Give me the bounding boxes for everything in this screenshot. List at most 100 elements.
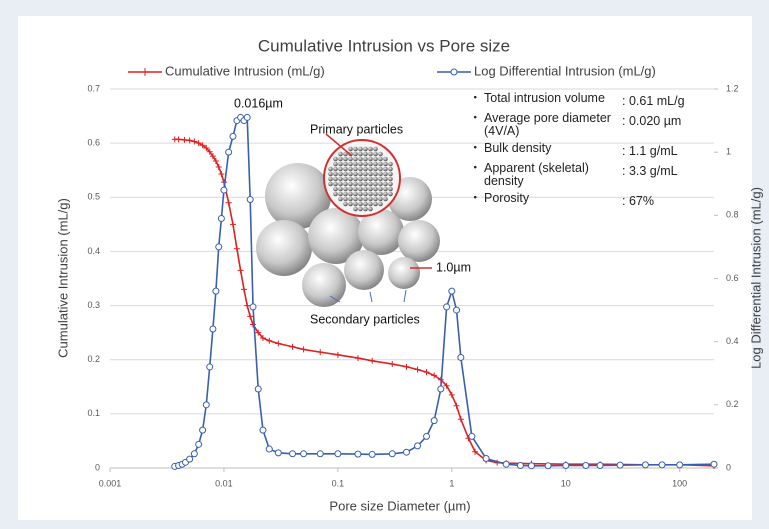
particle-dot <box>353 147 358 152</box>
y-axis-label: Cumulative Intrusion (mL/g) <box>55 198 70 358</box>
particle-dot <box>368 187 373 192</box>
particle-dot <box>388 162 393 167</box>
x-axis-label: Pore size Diameter (µm) <box>329 498 470 513</box>
particle-dot <box>368 152 373 157</box>
particle-dot <box>378 172 383 177</box>
particle-dot <box>388 177 393 182</box>
x-tick-label: 0.01 <box>215 478 233 488</box>
particle-dot <box>338 192 343 197</box>
data-point <box>266 446 272 452</box>
particle-dot <box>333 172 338 177</box>
particle-dot <box>368 182 373 187</box>
particle-dot <box>363 172 368 177</box>
data-point <box>196 441 202 447</box>
data-point <box>438 386 444 392</box>
data-point <box>200 427 206 433</box>
y2-tick-label: 0.6 <box>726 273 739 283</box>
particle-dot <box>353 167 358 172</box>
property-label: Total intrusion volume <box>472 92 622 108</box>
data-point <box>711 461 717 467</box>
peak-annotation: 1.0µm <box>436 260 471 274</box>
particle-dot <box>353 202 358 207</box>
particle-dot <box>383 177 388 182</box>
particle-dot <box>358 162 363 167</box>
particle-dot <box>328 182 333 187</box>
particle-dot <box>373 152 378 157</box>
data-point <box>415 443 421 449</box>
particle-dot <box>373 192 378 197</box>
y2-tick-label: 0.2 <box>726 399 739 409</box>
particle-dot <box>368 157 373 162</box>
x-tick-label: 0.1 <box>332 478 345 488</box>
particle-dot <box>358 192 363 197</box>
primary-label: Primary particles <box>310 122 403 136</box>
particle-dot <box>358 147 363 152</box>
legend-marker <box>451 69 457 75</box>
property-label: Bulk density <box>472 142 622 158</box>
data-point <box>617 462 623 468</box>
particle-dot <box>378 197 383 202</box>
particle-dot <box>348 167 353 172</box>
data-point <box>545 463 551 469</box>
particle-dot <box>388 187 393 192</box>
particle-dot <box>368 167 373 172</box>
particle-dot <box>348 192 353 197</box>
data-point <box>563 462 569 468</box>
particle-dot <box>373 147 378 152</box>
particle-dot <box>373 162 378 167</box>
property-row: Bulk density: 1.1 g/mL <box>472 142 722 158</box>
particle-dot <box>363 157 368 162</box>
data-point <box>424 433 430 439</box>
data-point <box>597 462 603 468</box>
secondary-label: Secondary particles <box>310 312 420 326</box>
particle-dot <box>348 197 353 202</box>
particle-dot <box>348 172 353 177</box>
data-point <box>226 149 232 155</box>
data-point <box>389 451 395 457</box>
property-value: : 67% <box>622 192 654 208</box>
particle-dot <box>378 182 383 187</box>
particle-dot <box>343 177 348 182</box>
property-value: : 3.3 g/mL <box>622 162 678 188</box>
particle-dot <box>358 167 363 172</box>
particle-dot <box>368 177 373 182</box>
page: Cumulative Intrusion vs Pore size Pore s… <box>0 0 769 529</box>
particle-dot <box>328 167 333 172</box>
particle-dot <box>383 157 388 162</box>
particle-dot <box>338 177 343 182</box>
particle-dot <box>383 167 388 172</box>
particle-dot <box>333 177 338 182</box>
data-point <box>503 461 509 467</box>
peak-annotation: 0.016µm <box>234 96 283 110</box>
particle-dot <box>338 197 343 202</box>
data-point <box>355 451 361 457</box>
properties-list: Total intrusion volume: 0.61 mL/gAverage… <box>472 92 722 212</box>
particle-dot <box>338 167 343 172</box>
data-point <box>275 450 281 456</box>
particle-dot <box>378 152 383 157</box>
particle-dot <box>343 172 348 177</box>
particle-dot <box>343 197 348 202</box>
particle-dot <box>348 162 353 167</box>
particle-dot <box>333 167 338 172</box>
particle-dot <box>353 152 358 157</box>
particle-dot <box>353 207 358 212</box>
particle-dot <box>328 177 333 182</box>
data-point <box>659 462 665 468</box>
particle-dot <box>373 197 378 202</box>
particle-dot <box>363 162 368 167</box>
legend-label: Cumulative Intrusion (mL/g) <box>165 63 325 78</box>
chart: Cumulative Intrusion vs Pore size Pore s… <box>0 0 769 529</box>
particle-dot <box>373 167 378 172</box>
particle-dot <box>368 162 373 167</box>
particle-dot <box>328 172 333 177</box>
data-point <box>247 197 253 203</box>
property-row: Average pore diameter (4V/A): 0.020 µm <box>472 112 722 138</box>
data-point <box>218 215 224 221</box>
y2-tick-label: 0.4 <box>726 336 739 346</box>
particle-dot <box>388 167 393 172</box>
property-row: Porosity: 67% <box>472 192 722 208</box>
particle-dot <box>343 157 348 162</box>
particle-dot <box>358 197 363 202</box>
x-tick-label: 0.001 <box>99 478 122 488</box>
